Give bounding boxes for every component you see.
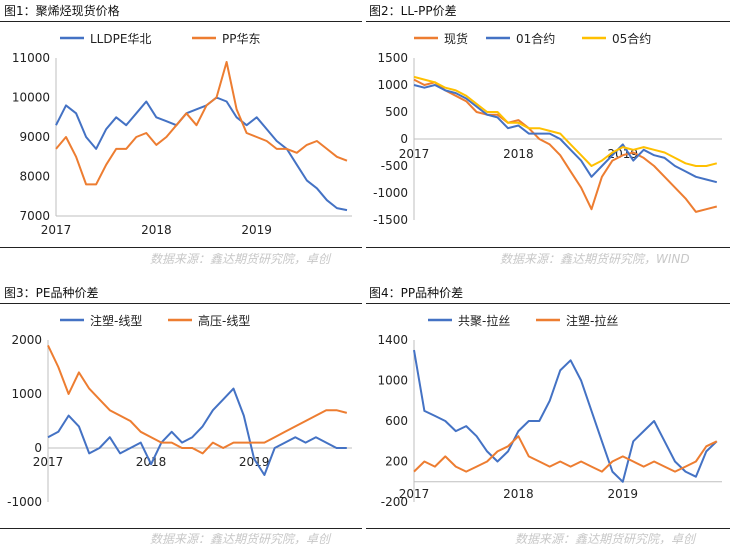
x-tick-label: 2018 [503, 147, 534, 161]
panel-4-source: 数据来源：鑫达期货研究院，卓创 [515, 532, 696, 546]
chart-1-lldpe-pp-price: 7000 8000 9000 10000 11000 2017 2018 2019 LLDPE华… [12, 32, 352, 237]
panel-2-title-rule [366, 21, 730, 22]
y-tick-label: 1000 [11, 387, 42, 401]
series-line [55, 96, 348, 212]
series-line [47, 344, 348, 455]
panel-4-title: 图4：PP品种价差 [369, 286, 464, 300]
series-line [413, 435, 718, 473]
y-tick-label: -1000 [373, 186, 408, 200]
panel-2-title: 图2：LL-PP价差 [369, 4, 457, 18]
legend-label: 注塑-线型 [90, 313, 142, 328]
y-tick-label: -1500 [373, 213, 408, 227]
y-tick-label: 600 [385, 414, 408, 428]
panel-3-title-rule [0, 303, 362, 304]
y-tick-label: 7000 [19, 209, 50, 223]
legend-label: 注塑-拉丝 [566, 313, 618, 328]
legend-label: 高压-线型 [198, 313, 250, 328]
y-tick-label: -200 [381, 495, 408, 509]
panel-1-title: 图1：聚烯烃现货价格 [4, 4, 120, 18]
y-tick-label: -500 [381, 159, 408, 173]
x-tick-label: 2017 [41, 223, 72, 237]
panel-1-bottom-rule [0, 247, 362, 248]
y-tick-label: 8000 [19, 170, 50, 184]
legend-label: 现货 [444, 31, 468, 46]
panel-1-source: 数据来源：鑫达期货研究院，卓创 [150, 252, 331, 266]
panel-4-bottom-rule [366, 528, 730, 529]
x-tick-label: 2019 [241, 223, 272, 237]
y-tick-label: 500 [385, 105, 408, 119]
panel-3-source: 数据来源：鑫达期货研究院，卓创 [150, 532, 331, 546]
y-tick-label: 0 [34, 441, 42, 455]
x-tick-label: 2019 [239, 455, 270, 469]
y-tick-label: 200 [385, 455, 408, 469]
panel-2-bottom-rule [366, 247, 730, 248]
series-line [413, 75, 718, 167]
y-tick-label: 10000 [12, 91, 50, 105]
panel-1-title-rule [0, 21, 362, 22]
legend-label: 01合约 [516, 31, 555, 46]
x-tick-label: 2017 [33, 455, 64, 469]
chart-4-pp-variety-spread: -200 200 600 1000 1400 2017 2018 2019 共聚-拉丝 注塑-拉丝 [377, 313, 722, 509]
x-tick-label: 2019 [608, 487, 639, 501]
y-tick-label: 2000 [11, 333, 42, 347]
x-tick-label: 2017 [399, 147, 430, 161]
series-line [413, 84, 718, 184]
panel-4-title-rule [366, 303, 730, 304]
y-tick-label: 0 [400, 132, 408, 146]
y-tick-label: 11000 [12, 51, 50, 65]
y-tick-label: 9000 [19, 130, 50, 144]
y-tick-label: 1000 [377, 374, 408, 388]
legend-label: 05合约 [612, 31, 651, 46]
x-tick-label: 2017 [399, 487, 430, 501]
legend-label: 共聚-拉丝 [458, 313, 510, 328]
y-tick-label: -1000 [7, 495, 42, 509]
series-line [47, 387, 347, 476]
x-tick-label: 2018 [141, 223, 172, 237]
y-tick-label: 1400 [377, 333, 408, 347]
panel-3-bottom-rule [0, 528, 362, 529]
panel-3-title: 图3：PE品种价差 [4, 286, 99, 300]
series-line [413, 78, 718, 213]
panel-2-source: 数据来源：鑫达期货研究院，WIND [500, 252, 690, 266]
legend-label: PP华东 [222, 32, 260, 46]
series-line [413, 349, 718, 483]
legend-label: LLDPE华北 [90, 32, 151, 46]
y-tick-label: 1000 [377, 78, 408, 92]
series-line [55, 61, 348, 186]
y-tick-label: 1500 [377, 51, 408, 65]
x-tick-label: 2018 [503, 487, 534, 501]
